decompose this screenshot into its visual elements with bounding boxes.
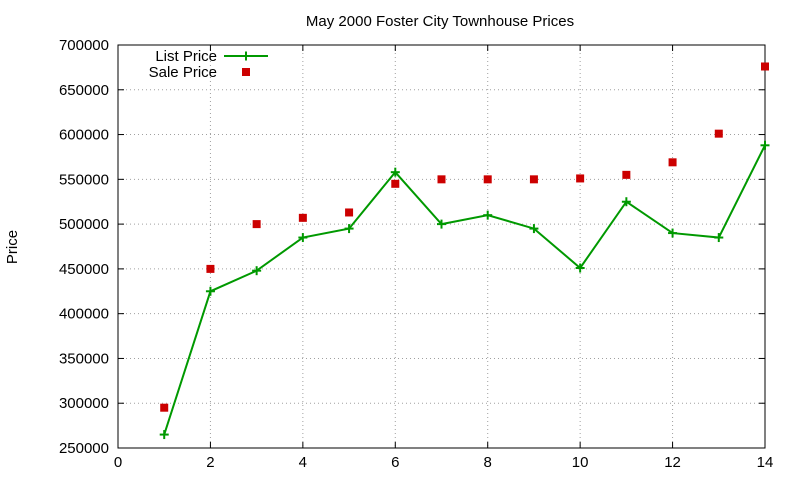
data-point-list-price — [575, 263, 585, 273]
data-point-list-price — [390, 167, 400, 177]
x-tick-label: 10 — [572, 454, 589, 471]
axis-ticks: 0 2 4 6 8 10 12 14 250000 300000 350000 400000 45000… — [59, 37, 773, 471]
data-point-sale-price — [576, 174, 585, 183]
x-tick-label: 14 — [757, 454, 774, 471]
data-point-list-price — [344, 224, 354, 234]
data-point-list-price — [483, 210, 493, 220]
data-point-sale-price — [298, 213, 307, 222]
y-tick-label: 400000 — [59, 306, 109, 323]
x-tick-label: 2 — [206, 454, 214, 471]
legend-marker — [242, 68, 250, 76]
y-axis-label: Price — [4, 230, 21, 264]
data-point-sale-price — [437, 175, 446, 184]
data-point-sale-price — [761, 62, 769, 71]
legend-item-list-price: List Price — [155, 48, 268, 65]
legend-marker — [241, 51, 251, 61]
series-line-list-price — [163, 144, 766, 435]
y-tick-label: 350000 — [59, 350, 109, 367]
y-tick-label: 450000 — [59, 261, 109, 278]
x-tick-label: 4 — [299, 454, 307, 471]
data-point-list-price — [298, 233, 308, 243]
data-point-list-price — [252, 266, 262, 276]
series-sale-price — [160, 62, 769, 412]
series-list-price — [159, 140, 770, 440]
data-point-list-price — [621, 197, 631, 207]
series-layer — [159, 62, 770, 440]
data-point-list-price — [529, 224, 539, 234]
y-tick-label: 600000 — [59, 127, 109, 144]
data-point-list-price — [714, 233, 724, 243]
data-point-list-price — [159, 430, 169, 440]
data-point-sale-price — [252, 220, 261, 229]
x-tick-label: 8 — [484, 454, 492, 471]
grid-lines — [118, 45, 765, 448]
data-point-sale-price — [391, 179, 400, 188]
data-point-sale-price — [160, 403, 169, 412]
y-tick-label: 650000 — [59, 82, 109, 99]
data-point-sale-price — [714, 129, 723, 138]
data-point-sale-price — [668, 158, 677, 167]
y-tick-label: 300000 — [59, 395, 109, 412]
data-point-list-price — [760, 140, 770, 150]
data-point-sale-price — [483, 175, 492, 184]
legend-label: Sale Price — [149, 64, 217, 81]
chart-title: May 2000 Foster City Townhouse Prices — [306, 13, 574, 30]
legend-label: List Price — [155, 48, 217, 65]
data-point-list-price — [205, 286, 215, 296]
y-tick-label: 500000 — [59, 216, 109, 233]
data-point-sale-price — [345, 208, 354, 217]
y-tick-label: 250000 — [59, 440, 109, 457]
y-tick-label: 550000 — [59, 171, 109, 188]
x-tick-label: 0 — [114, 454, 122, 471]
y-tick-label: 700000 — [59, 37, 109, 54]
plot-frame — [117, 44, 766, 449]
legend-item-sale-price: Sale Price — [149, 64, 250, 81]
data-point-sale-price — [622, 170, 631, 179]
data-point-list-price — [668, 228, 678, 238]
data-point-sale-price — [206, 264, 215, 273]
x-tick-label: 6 — [391, 454, 399, 471]
data-point-list-price — [437, 219, 446, 229]
x-tick-label: 12 — [664, 454, 681, 471]
data-point-sale-price — [529, 175, 538, 184]
